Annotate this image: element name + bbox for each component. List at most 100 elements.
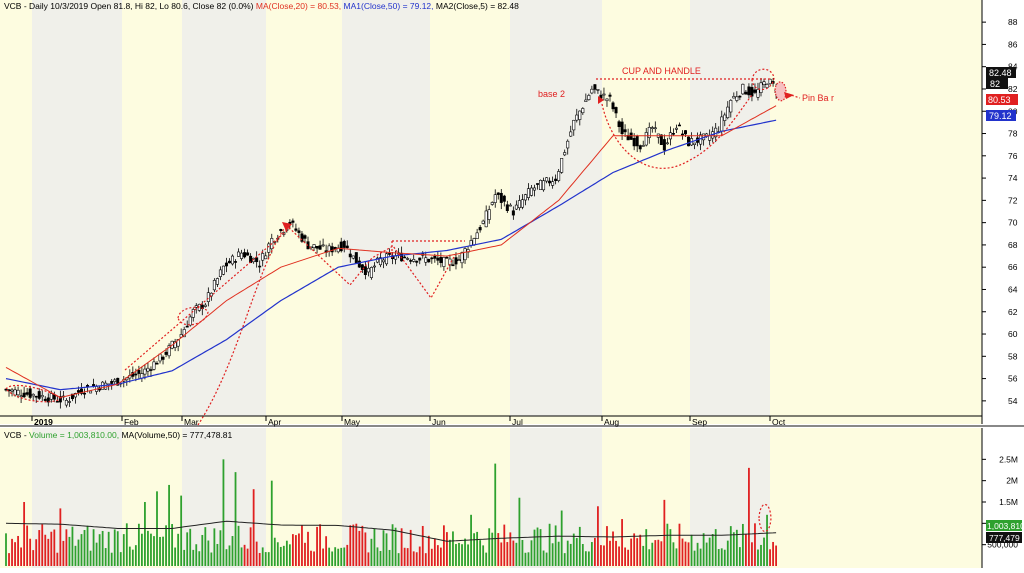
volume-bar: [491, 532, 494, 566]
candle-body: [110, 381, 114, 384]
volume-bar: [388, 549, 391, 566]
price-panel-bg: [0, 0, 982, 424]
candle-body: [723, 114, 727, 121]
volume-bar: [714, 529, 717, 566]
volume-bar: [162, 536, 164, 566]
volume-bar: [705, 542, 708, 566]
volume-bar: [298, 533, 300, 566]
volume-bar: [518, 497, 521, 566]
date-tick-label: Aug: [604, 417, 619, 427]
date-tick-label: Jun: [432, 417, 446, 427]
volume-legend: VCB - Volume = 1,003,810.00, MA(Volume,5…: [4, 430, 233, 440]
candle-body: [623, 129, 627, 133]
pinbar-ellipse: [774, 81, 787, 102]
volume-bar: [261, 547, 264, 566]
candle-body: [89, 390, 93, 394]
candle-body: [342, 241, 346, 248]
volume-bar: [654, 540, 657, 566]
date-tick-label: Jul: [512, 417, 523, 427]
candle-body: [234, 261, 238, 263]
price-badges: 82.48 82 80.53 79.12: [986, 67, 1018, 121]
volume-bar: [618, 546, 620, 566]
volume-bar: [59, 508, 62, 566]
candle-body: [224, 262, 228, 267]
volume-bar: [150, 533, 152, 566]
volume-bar: [672, 542, 675, 566]
candle-body: [10, 389, 14, 392]
volume-bar: [201, 534, 204, 566]
price-legend-ma5: MA2(Close,5) = 82.48: [436, 1, 519, 11]
volume-bar: [600, 545, 602, 566]
volume-bar: [144, 502, 146, 566]
volume-bar: [645, 529, 648, 566]
volume-bar: [560, 510, 563, 566]
volume-bar: [675, 548, 678, 566]
volume-bar: [125, 523, 128, 566]
volume-bar: [276, 542, 279, 566]
volume-bar: [122, 534, 125, 566]
volume-bar: [255, 541, 258, 566]
volume-bar: [569, 543, 572, 566]
candle-body: [360, 264, 364, 270]
candle-body: [750, 87, 754, 97]
candle-body: [188, 316, 192, 326]
candle-body: [505, 204, 509, 211]
candle-body: [508, 204, 512, 207]
candle-body: [227, 260, 231, 264]
volume-bar: [325, 536, 328, 566]
candle-body: [478, 227, 482, 231]
price-tick-label: 54: [1008, 396, 1018, 406]
candle-body: [67, 401, 71, 403]
volume-bar: [267, 552, 270, 566]
candle-body: [593, 84, 597, 90]
volume-bar: [171, 524, 173, 566]
volume-bar: [621, 519, 623, 566]
volume-badges: 1,003,810 777,479: [986, 520, 1024, 543]
volume-bar: [101, 530, 104, 566]
candle-body: [34, 395, 38, 398]
volume-bar: [147, 530, 149, 566]
candle-body: [445, 257, 449, 259]
volume-bar: [503, 524, 506, 566]
volume-bar: [464, 538, 466, 566]
candle-body: [653, 127, 657, 130]
volume-bar: [89, 550, 92, 566]
candle-body: [76, 390, 80, 393]
volume-bar: [587, 551, 590, 566]
volume-bar: [301, 525, 303, 566]
candle-body: [155, 362, 159, 365]
candle-body: [70, 393, 74, 400]
price-legend: VCB - Daily 10/3/2019 Open 81.8, Hi 82, …: [4, 1, 519, 11]
volume-bars: [5, 459, 777, 566]
volume-bar: [615, 540, 617, 566]
candle-body: [738, 95, 742, 98]
volume-bar: [660, 541, 663, 566]
volume-bar: [246, 548, 249, 566]
candle-body: [176, 339, 180, 347]
volume-bar: [702, 533, 705, 566]
candle-body: [460, 252, 464, 264]
candle-body: [31, 393, 35, 397]
pinbar-arrow-icon: [784, 92, 794, 99]
candle-body: [662, 139, 666, 151]
candle-body: [351, 255, 355, 259]
date-tick-label: Oct: [772, 417, 786, 427]
price-tick-label: 72: [1008, 195, 1018, 205]
volume-bar: [346, 544, 349, 566]
volume-bar: [488, 528, 491, 566]
candle-body: [584, 99, 588, 102]
volume-bar: [364, 532, 367, 566]
volume-bar: [264, 552, 267, 566]
volume-bar: [391, 524, 394, 566]
volume-bar: [666, 523, 669, 566]
volume-bar: [249, 527, 252, 566]
candle-body: [291, 220, 295, 223]
volume-bar: [696, 542, 699, 566]
volume-bar: [533, 529, 536, 566]
volume-bar: [557, 541, 560, 566]
price-tick-label: 84: [1008, 62, 1018, 72]
candle-body: [451, 264, 455, 267]
volume-bar: [427, 535, 430, 566]
candle-body: [581, 108, 585, 114]
candle-body: [677, 124, 681, 127]
